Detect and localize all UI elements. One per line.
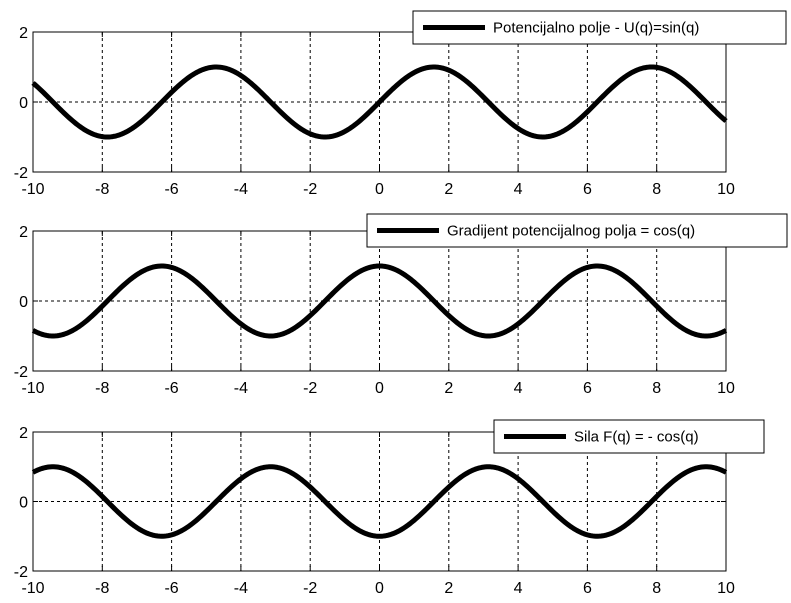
x-tick-label: -8 bbox=[95, 580, 109, 597]
y-tick-label: 2 bbox=[19, 224, 28, 241]
x-tick-label: 10 bbox=[717, 380, 735, 397]
series-line-1 bbox=[31, 263, 728, 339]
x-tick-label: -2 bbox=[303, 181, 317, 198]
x-tick-label: -2 bbox=[303, 580, 317, 597]
x-tick-label: 2 bbox=[444, 181, 453, 198]
axes-frame bbox=[32, 31, 727, 173]
x-tick-label: 0 bbox=[375, 181, 384, 198]
y-tick-label: -2 bbox=[14, 564, 28, 581]
x-tick-label: 4 bbox=[514, 580, 523, 597]
chart-panel-1: -2 0 2 -10 -8 -6 -4 -2 0 2 4 6 8 10 Potencijalno polje… bbox=[14, 10, 787, 198]
x-tick-label: -6 bbox=[164, 380, 178, 397]
x-tick-label: -10 bbox=[21, 181, 44, 198]
y-tick-label: 2 bbox=[19, 425, 28, 442]
legend: Sila F(q) = - cos(q) bbox=[493, 419, 765, 454]
x-tick-label: -2 bbox=[303, 380, 317, 397]
x-tick-label: -6 bbox=[164, 580, 178, 597]
y-tick-label: 0 bbox=[19, 495, 28, 512]
y-tick-label: 0 bbox=[19, 95, 28, 112]
x-tick-label: 10 bbox=[717, 580, 735, 597]
legend: Potencijalno polje - U(q)=sin(q) bbox=[412, 10, 787, 45]
axes-frame bbox=[32, 431, 727, 572]
x-tick-label: 6 bbox=[583, 380, 592, 397]
x-tick-label: -8 bbox=[95, 181, 109, 198]
chart-panel-2: -2 0 2 -10 -8 -6 -4 -2 0 2 4 6 8 10 Gradijent potencij… bbox=[14, 213, 788, 397]
x-tick-label: 0 bbox=[375, 580, 384, 597]
y-tick-label: 2 bbox=[19, 25, 28, 42]
y-tick-label: -2 bbox=[14, 165, 28, 182]
x-tick-label: 0 bbox=[375, 380, 384, 397]
y-tick-label: 0 bbox=[19, 294, 28, 311]
legend: Gradijent potencijalnog polja = cos(q) bbox=[366, 213, 788, 248]
legend-label: Sila F(q) = - cos(q) bbox=[574, 429, 699, 446]
x-tick-label: -10 bbox=[21, 580, 44, 597]
x-tick-label: -10 bbox=[21, 380, 44, 397]
x-tick-label: -4 bbox=[234, 380, 248, 397]
x-tick-label: 6 bbox=[583, 580, 592, 597]
legend-label: Gradijent potencijalnog polja = cos(q) bbox=[447, 223, 695, 240]
y-tick-label: -2 bbox=[14, 364, 28, 381]
x-tick-label: 4 bbox=[514, 380, 523, 397]
x-tick-label: -4 bbox=[234, 580, 248, 597]
x-tick-label: 8 bbox=[652, 181, 661, 198]
x-tick-label: -6 bbox=[164, 181, 178, 198]
x-tick-label: -8 bbox=[95, 380, 109, 397]
series-line-1 bbox=[31, 464, 728, 539]
legend-label: Potencijalno polje - U(q)=sin(q) bbox=[493, 20, 699, 37]
series-line-1 bbox=[31, 64, 728, 140]
x-tick-label: 2 bbox=[444, 380, 453, 397]
x-tick-label: 2 bbox=[444, 580, 453, 597]
x-tick-label: 8 bbox=[652, 580, 661, 597]
x-tick-label: 6 bbox=[583, 181, 592, 198]
x-tick-label: -4 bbox=[234, 181, 248, 198]
x-tick-label: 4 bbox=[514, 181, 523, 198]
x-tick-label: 10 bbox=[717, 181, 735, 198]
chart-panel-3: -2 0 2 -10 -8 -6 -4 -2 0 2 4 6 8 10 Sila F(q) = - cos(… bbox=[14, 419, 765, 597]
x-tick-label: 8 bbox=[652, 380, 661, 397]
